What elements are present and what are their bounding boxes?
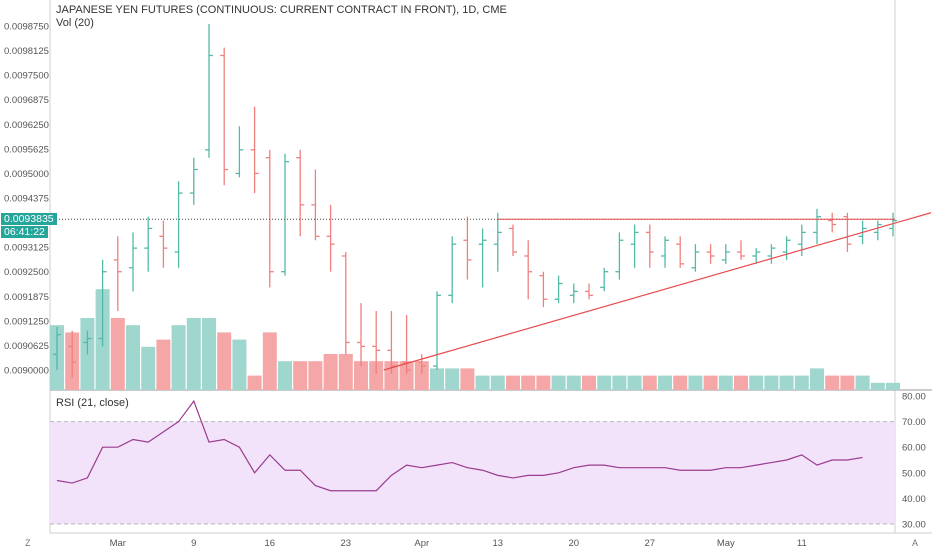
volume-bar [870,382,885,390]
volume-bar [141,346,156,390]
x-tick-label: 11 [797,538,807,549]
volume-bar [247,375,262,390]
y-tick-label: 0.0094375 [4,194,49,205]
y-tick-label: 0.0090000 [4,366,49,377]
volume-bar [810,368,824,390]
volume-bar [293,361,308,390]
volume-bar [825,375,840,390]
volume-bar [475,375,490,390]
volume-bar [278,361,292,390]
y-tick-label: 0.0096250 [4,120,49,131]
volume-bar [369,361,384,390]
volume-bar [460,368,475,390]
volume-bar [521,375,536,390]
volume-bar [354,361,368,390]
volume-bar [262,332,277,390]
rsi-tick-label: 80.00 [902,392,926,403]
volume-bar [840,375,855,390]
rsi-tick-label: 60.00 [902,443,926,454]
x-tick-label: 9 [191,538,196,549]
x-tick-label: Mar [110,538,126,549]
volume-bar [688,375,703,390]
volume-bar [886,382,900,390]
volume-bar [551,375,566,390]
volume-bar [202,318,216,390]
y-tick-label: 0.0091250 [4,316,49,327]
x-tick-label: 20 [569,538,580,549]
volume-bar [399,361,414,390]
y-tick-label: 0.0092500 [4,267,49,278]
volume-bar [171,325,186,390]
y-tick-label: 0.0098750 [4,22,49,33]
volume-bar [490,375,505,390]
volume-bar [232,339,247,390]
volume-bar [734,375,748,390]
y-tick-label: 0.0095625 [4,144,49,155]
zoom-toggle-z[interactable]: Z [25,538,31,548]
volume-bar [658,375,672,390]
volume-bar [430,368,444,390]
volume-bar [764,375,779,390]
volume-bar [627,375,642,390]
volume-bar [323,354,338,390]
volume-bar [156,339,171,390]
y-tick-label: 0.0096875 [4,95,49,106]
last-price-label: 0.0093835 [1,213,57,225]
volume-bar [673,375,688,390]
rsi-tick-label: 70.00 [902,417,926,428]
volume-bar [506,375,520,390]
x-tick-label: 13 [493,538,504,549]
volume-bar [718,375,733,390]
volume-bar [612,375,627,390]
volume-bar [779,375,794,390]
volume-label: Vol (20) [56,17,94,29]
volume-bar [582,375,596,390]
rsi-line [56,399,863,492]
volume-bar [536,375,551,390]
volume-bar [642,375,657,390]
rsi-label: RSI (21, close) [56,397,129,409]
chart-title: JAPANESE YEN FUTURES (CONTINUOUS: CURREN… [56,4,507,16]
x-tick-label: 23 [341,538,352,549]
volume-bar [217,332,232,390]
volume-bar [126,325,140,390]
rsi-tick-label: 30.00 [902,520,926,531]
rsi-band [50,421,895,524]
volume-bar [749,375,764,390]
x-tick-label: May [717,538,735,549]
y-tick-label: 0.0090625 [4,341,49,352]
volume-bar [855,375,870,390]
y-tick-label: 0.0093125 [4,243,49,254]
x-tick-label: 27 [645,538,656,549]
trendline [383,212,932,371]
volume-bar [794,375,809,390]
volume-bar [597,375,612,390]
rsi-tick-label: 40.00 [902,494,926,505]
volume-bar [566,375,581,390]
volume-bar [338,354,353,390]
volume-bar [186,318,201,390]
volume-bar [703,375,718,390]
volume-bar [445,368,460,390]
y-tick-label: 0.0097500 [4,71,49,82]
countdown-label: 06:41:22 [1,226,48,238]
x-tick-label: Apr [414,538,429,549]
x-tick-label: 16 [265,538,276,549]
y-tick-label: 0.0091875 [4,292,49,303]
volume-bar [308,361,323,390]
volume-bar [414,361,429,390]
y-tick-label: 0.0095000 [4,169,49,180]
volume-bar [110,318,125,390]
y-tick-label: 0.0098125 [4,46,49,57]
rsi-tick-label: 50.00 [902,468,926,479]
auto-scale-toggle[interactable]: A [912,538,919,548]
